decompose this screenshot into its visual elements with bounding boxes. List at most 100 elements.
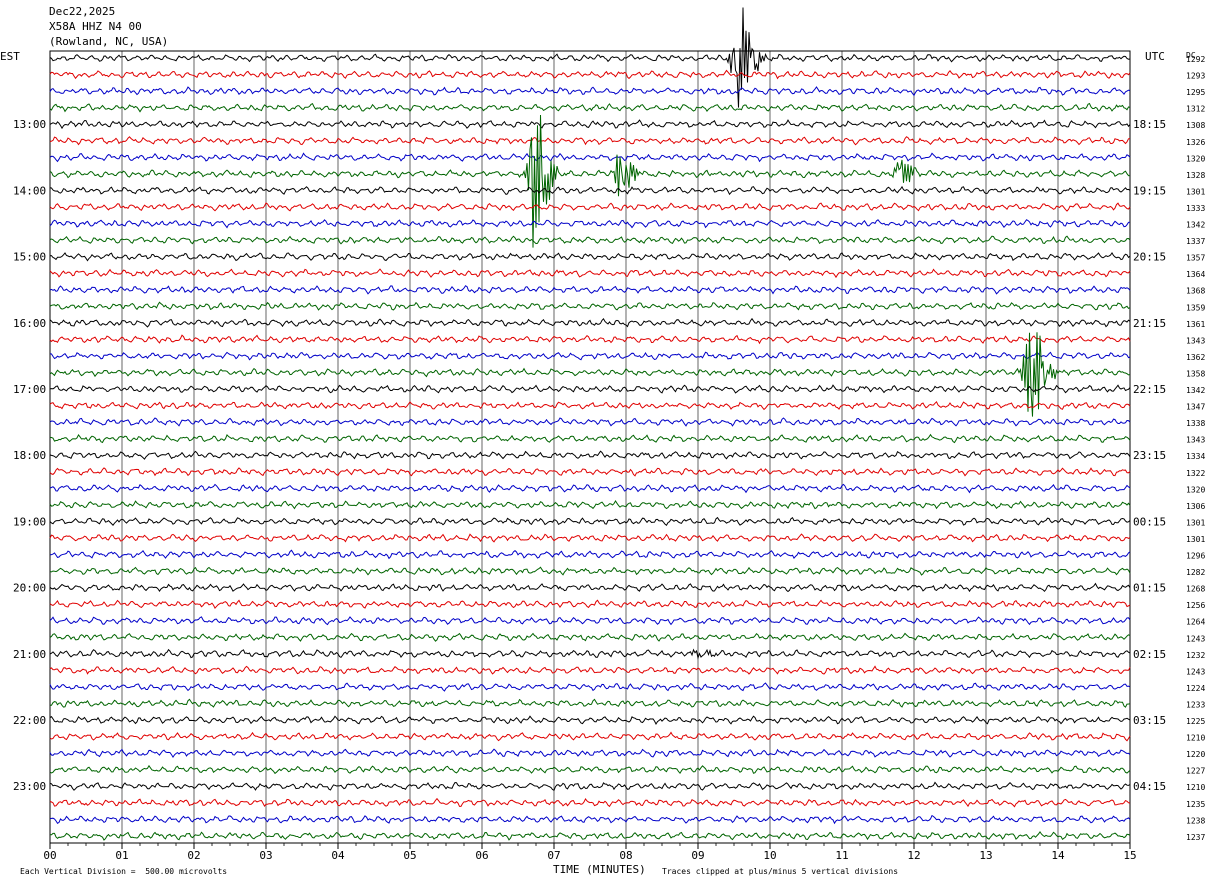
dc-offset-label: 1347 xyxy=(1186,403,1205,412)
dc-offset-label: 1322 xyxy=(1186,469,1205,478)
trace-line xyxy=(49,566,1131,576)
trace-line xyxy=(49,114,1131,248)
dc-offset-label: 1334 xyxy=(1186,452,1205,461)
dc-offset-label: 1362 xyxy=(1186,353,1205,362)
trace-line xyxy=(49,748,1131,759)
trace-line xyxy=(49,533,1131,543)
dc-offset-label: 1237 xyxy=(1186,833,1205,842)
trace-line xyxy=(49,483,1131,494)
est-hour-label: 16:00 xyxy=(13,317,46,330)
trace-line xyxy=(49,648,1131,660)
utc-hour-label: 01:15 xyxy=(1133,582,1166,595)
trace-line xyxy=(49,301,1131,311)
dc-offset-label: 1342 xyxy=(1186,221,1205,230)
trace-line xyxy=(49,549,1131,560)
trace-line xyxy=(49,450,1131,460)
x-tick-label: 00 xyxy=(43,849,56,862)
est-hour-label: 19:00 xyxy=(13,515,46,528)
dc-offset-label: 1358 xyxy=(1186,369,1205,378)
trace-line xyxy=(49,814,1131,825)
plot-frame xyxy=(49,50,1131,844)
x-tick-label: 02 xyxy=(187,849,200,862)
dc-offset-label: 1338 xyxy=(1186,419,1205,428)
utc-hour-label: 18:15 xyxy=(1133,118,1166,131)
est-hour-label: 20:00 xyxy=(13,582,46,595)
trace-line xyxy=(49,467,1131,477)
dc-offset-label: 1359 xyxy=(1186,303,1205,312)
plot-grid xyxy=(49,50,1131,849)
trace-line xyxy=(49,69,1131,80)
trace-line xyxy=(49,433,1131,444)
trace-line xyxy=(49,152,1131,163)
utc-hour-label: 22:15 xyxy=(1133,383,1166,396)
x-tick-label: 08 xyxy=(619,849,632,862)
trace-line xyxy=(49,235,1131,245)
est-hour-label: 14:00 xyxy=(13,184,46,197)
trace-line xyxy=(49,219,1131,229)
est-hour-label: 13:00 xyxy=(13,118,46,131)
trace-line xyxy=(49,384,1131,394)
trace-line xyxy=(49,285,1131,295)
trace-line xyxy=(49,317,1131,328)
trace-line xyxy=(49,332,1131,417)
trace-line xyxy=(49,516,1131,527)
trace-line xyxy=(49,500,1131,510)
est-hour-label: 18:00 xyxy=(13,449,46,462)
dc-offset-label: 1337 xyxy=(1186,237,1205,246)
dc-offset-label: 1296 xyxy=(1186,552,1205,561)
dc-offset-label: 1301 xyxy=(1186,518,1205,527)
chart-header: Dec22,2025 X58A HHZ N4 00 (Rowland, NC, … xyxy=(49,4,168,49)
dc-offset-label: 1312 xyxy=(1186,105,1205,114)
trace-line xyxy=(50,698,1131,708)
dc-offset-label: 1357 xyxy=(1186,254,1205,263)
clip-note: Traces clipped at plus/minus 5 vertical … xyxy=(662,867,899,876)
chart-date: Dec22,2025 xyxy=(49,5,116,18)
dc-offset-label: 1268 xyxy=(1186,585,1205,594)
dc-offset-label: 1210 xyxy=(1186,734,1205,743)
est-hour-label: 15:00 xyxy=(13,251,46,264)
x-tick-label: 07 xyxy=(547,849,560,862)
dc-offset-label: 1243 xyxy=(1186,634,1205,643)
utc-hour-label: 02:15 xyxy=(1133,648,1166,661)
x-tick-label: 15 xyxy=(1123,849,1136,862)
trace-line xyxy=(49,400,1131,411)
station-location: (Rowland, NC, USA) xyxy=(49,35,169,48)
x-tick-label: 06 xyxy=(475,849,488,862)
utc-axis-label: UTC xyxy=(1145,50,1165,63)
trace-line xyxy=(49,334,1131,345)
dc-offset-label: 1301 xyxy=(1186,535,1205,544)
dc-offset-label: 1306 xyxy=(1186,502,1205,511)
dc-offset-label: 1343 xyxy=(1186,436,1205,445)
x-axis-label: TIME (MINUTES) xyxy=(553,863,646,876)
x-tick-label: 14 xyxy=(1051,849,1065,862)
x-tick-label: 05 xyxy=(403,849,416,862)
trace-line xyxy=(49,185,1131,196)
dc-offset-label: 1232 xyxy=(1186,651,1205,660)
plot-labels: 00 01 02 03 04 05 06 07 08 09 10 11 12 13 14 15 1292 1293… xyxy=(0,50,1205,862)
est-hour-label: 22:00 xyxy=(13,714,46,727)
x-tick-label: 11 xyxy=(835,849,848,862)
est-hour-label: 21:00 xyxy=(13,648,46,661)
trace-line xyxy=(49,268,1131,279)
dc-offset-label: 1326 xyxy=(1186,138,1205,147)
trace-line xyxy=(49,665,1131,675)
seismic-traces xyxy=(49,7,1131,841)
dc-offset-label: 1292 xyxy=(1186,55,1205,64)
dc-offset-label: 1210 xyxy=(1186,783,1205,792)
trace-line xyxy=(49,599,1131,609)
x-tick-label: 13 xyxy=(979,849,992,862)
trace-line xyxy=(49,86,1131,97)
station-code: X58A HHZ N4 00 xyxy=(49,20,142,33)
dc-offset-label: 1320 xyxy=(1186,485,1205,494)
utc-hour-label: 00:15 xyxy=(1133,515,1166,528)
utc-hour-label: 19:15 xyxy=(1133,184,1166,197)
trace-line xyxy=(49,731,1131,742)
trace-line xyxy=(49,764,1131,775)
dc-axis-label: DC xyxy=(1186,51,1196,60)
trace-line xyxy=(49,682,1131,692)
x-tick-label: 04 xyxy=(331,849,345,862)
dc-offset-label: 1264 xyxy=(1186,618,1205,627)
dc-offset-label: 1368 xyxy=(1186,287,1205,296)
dc-offset-label: 1256 xyxy=(1186,601,1205,610)
